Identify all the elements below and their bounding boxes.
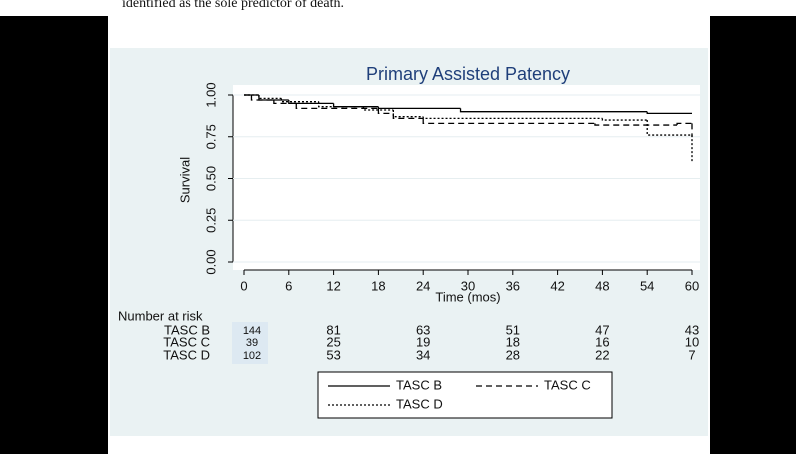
x-tick-label: 0	[240, 278, 247, 293]
survival-step	[676, 122, 692, 126]
risk-count: 144	[243, 325, 261, 337]
x-tick-label: 42	[550, 278, 564, 293]
risk-row-label: TASC C	[163, 334, 210, 349]
survival-step	[377, 108, 394, 115]
black-bar	[0, 16, 108, 454]
survival-step	[646, 111, 692, 115]
black-bar	[710, 16, 796, 454]
survival-step	[601, 118, 648, 121]
risk-count: 63	[416, 322, 430, 337]
risk-count: 81	[326, 322, 340, 337]
risk-count: 22	[595, 347, 609, 362]
risk-count: 43	[685, 322, 699, 337]
risk-table-title: Number at risk	[118, 308, 203, 323]
x-axis-label: Time (mos)	[435, 289, 500, 304]
legend-label: TASC B	[396, 377, 442, 392]
survival-step	[318, 101, 364, 108]
risk-count: 102	[243, 350, 261, 362]
x-tick-label: 24	[416, 278, 430, 293]
x-tick-label: 36	[506, 278, 520, 293]
risk-count: 53	[326, 347, 340, 362]
y-tick-label: 0.50	[203, 166, 218, 191]
x-tick-label: 30	[461, 278, 475, 293]
x-tick-label: 48	[595, 278, 609, 293]
risk-count: 19	[416, 334, 430, 349]
survival-step	[362, 106, 394, 111]
risk-row-label: TASC B	[164, 322, 210, 337]
survival-step	[422, 116, 603, 120]
survival-step	[422, 118, 595, 125]
highlight	[232, 322, 268, 364]
risk-count: 16	[595, 334, 609, 349]
survival-step	[459, 108, 648, 113]
risk-row-label: TASC D	[163, 347, 210, 362]
y-tick-label: 0.25	[203, 208, 218, 233]
y-tick-label: 1.00	[203, 82, 218, 107]
x-tick-label: 6	[285, 278, 292, 293]
x-tick-label: 54	[640, 278, 654, 293]
document-text: identified as the sole predictor of deat…	[122, 0, 344, 11]
plot-area	[233, 85, 700, 270]
survival-step	[258, 95, 282, 99]
y-tick-label: 0.75	[203, 124, 218, 149]
y-tick-label: 0.00	[203, 249, 218, 274]
risk-count: 7	[688, 347, 695, 362]
survival-step	[594, 123, 678, 126]
legend-label: TASC D	[396, 396, 443, 411]
x-tick-label: 18	[371, 278, 385, 293]
legend	[317, 371, 613, 419]
risk-count: 51	[506, 322, 520, 337]
risk-count: 28	[506, 347, 520, 362]
risk-count: 47	[595, 322, 609, 337]
survival-step	[280, 98, 319, 103]
risk-count: 10	[685, 334, 699, 349]
chart-title: Primary Assisted Patency	[366, 64, 570, 84]
survival-step	[646, 120, 692, 136]
survival-step	[295, 103, 379, 110]
x-tick-label: 12	[326, 278, 340, 293]
risk-count: 25	[326, 334, 340, 349]
legend-label: TASC C	[544, 377, 591, 392]
y-axis-label: Survival	[177, 157, 192, 203]
survival-step	[273, 100, 297, 104]
survival-step	[250, 95, 274, 101]
x-tick-label: 60	[685, 278, 699, 293]
risk-count: 18	[506, 334, 520, 349]
risk-count: 34	[416, 347, 430, 362]
risk-count: 39	[246, 337, 258, 349]
